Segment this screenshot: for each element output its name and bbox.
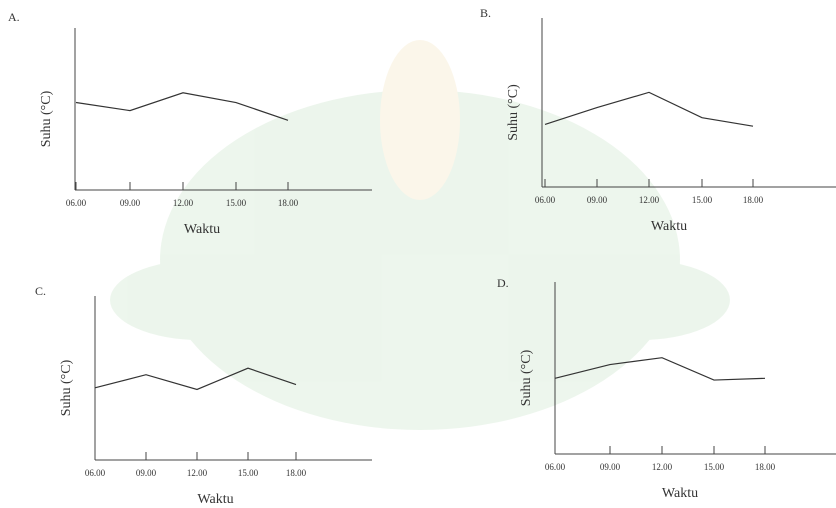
x-tick-label: 12.00 (652, 462, 673, 472)
x-tick-label: 06.00 (85, 468, 106, 478)
panel-label: B. (480, 6, 491, 20)
x-tick-label: 12.00 (187, 468, 208, 478)
x-tick-label: 18.00 (286, 468, 307, 478)
x-tick-label: 09.00 (600, 462, 621, 472)
x-tick-label: 09.00 (120, 198, 141, 208)
line (75, 92, 289, 121)
x-tick-label: 12.00 (173, 198, 194, 208)
watermark (110, 40, 730, 430)
x-tick-label: 15.00 (692, 195, 713, 205)
panel-label: D. (497, 276, 509, 290)
y-axis-label: Suhu (°C) (39, 90, 54, 147)
x-tick-label: 06.00 (66, 198, 87, 208)
x-tick-label: 18.00 (278, 198, 299, 208)
y-axis-label: Suhu (°C) (59, 359, 74, 416)
x-tick-label: 18.00 (755, 462, 776, 472)
x-tick-label: 09.00 (587, 195, 608, 205)
x-tick-label: 06.00 (535, 195, 556, 205)
x-tick-label: 06.00 (545, 462, 566, 472)
line (554, 357, 766, 381)
y-axis-label: Suhu (°C) (519, 349, 534, 406)
panel-label: A. (8, 10, 20, 24)
x-tick-label: 12.00 (639, 195, 660, 205)
line (544, 91, 754, 127)
x-tick-label: 09.00 (136, 468, 157, 478)
line (94, 367, 297, 391)
x-tick-label: 18.00 (743, 195, 764, 205)
x-tick-label: 15.00 (238, 468, 259, 478)
panel-label: C. (35, 284, 46, 298)
y-axis-label: Suhu (°C) (506, 84, 521, 141)
x-tick-label: 15.00 (226, 198, 247, 208)
x-axis-label: Waktu (197, 492, 233, 507)
x-axis-label: Waktu (651, 219, 687, 234)
x-axis-label: Waktu (662, 486, 698, 501)
x-tick-label: 15.00 (704, 462, 725, 472)
x-axis-label: Waktu (184, 222, 220, 237)
